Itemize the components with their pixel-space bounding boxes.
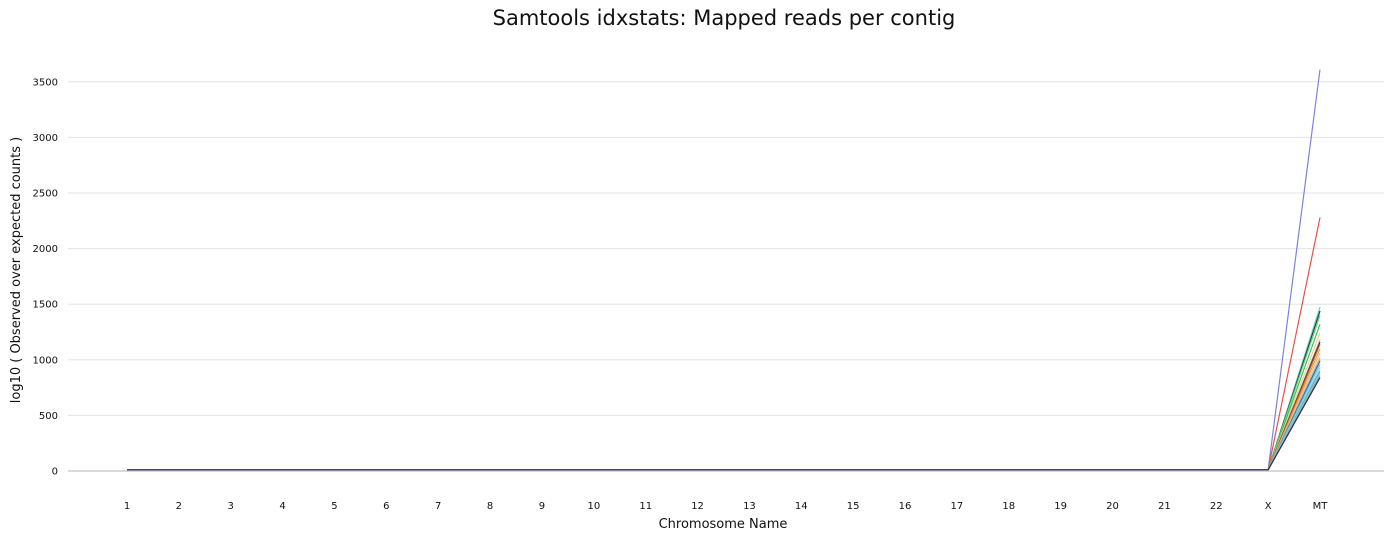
series-line: [127, 367, 1321, 471]
x-tick-label: 17: [951, 501, 964, 512]
y-tick-label: 3000: [33, 133, 58, 144]
x-tick-label: 10: [587, 501, 600, 512]
y-axis-label: log10 ( Observed over expected counts ): [9, 137, 24, 404]
x-tick-label: 6: [383, 501, 389, 512]
series-line: [127, 69, 1321, 471]
series-line: [127, 343, 1321, 471]
x-axis-label: Chromosome Name: [659, 517, 788, 532]
series-line: [127, 363, 1321, 471]
series-line: [127, 341, 1321, 471]
x-tick-label: 14: [795, 501, 808, 512]
series-line: [127, 357, 1321, 471]
x-tick-label: 20: [1106, 501, 1119, 512]
series-line: [127, 306, 1321, 471]
x-tick-label: 2: [176, 501, 182, 512]
series-line: [127, 217, 1321, 471]
x-tick-label: 8: [487, 501, 493, 512]
series-line: [127, 375, 1321, 471]
x-tick-label: MT: [1313, 501, 1329, 512]
chart-title: Samtools idxstats: Mapped reads per cont…: [492, 6, 956, 30]
x-tick-label: 19: [1054, 501, 1067, 512]
x-tick-label: 5: [331, 501, 337, 512]
series-lines: [127, 69, 1321, 471]
y-tick-label: 1000: [33, 355, 58, 366]
x-tick-label: 7: [435, 501, 441, 512]
series-line: [127, 372, 1321, 471]
y-tick-label: 500: [39, 411, 58, 422]
series-line: [127, 310, 1321, 471]
x-tick-label: 15: [847, 501, 860, 512]
x-tick-label: 16: [899, 501, 912, 512]
y-tick-labels: 0 500 1000 1500 2000 2500 3000 3500: [33, 77, 58, 477]
x-tick-label: 12: [691, 501, 704, 512]
series-line: [127, 370, 1321, 471]
x-tick-label: 13: [743, 501, 756, 512]
series-line: [127, 348, 1321, 471]
x-tick-label: 4: [279, 501, 285, 512]
series-line: [127, 332, 1321, 471]
series-line: [127, 310, 1321, 471]
grid-lines: [68, 81, 1384, 472]
x-tick-label: 1: [124, 501, 130, 512]
series-line: [127, 377, 1321, 471]
y-tick-label: 3500: [33, 77, 58, 88]
y-tick-label: 2000: [33, 244, 58, 255]
x-tick-label: 21: [1158, 501, 1171, 512]
x-tick-label: 11: [639, 501, 652, 512]
y-tick-label: 2500: [33, 189, 58, 200]
series-line: [127, 315, 1321, 471]
y-tick-label: 1500: [33, 300, 58, 311]
x-tick-labels: 1 2 3 4 5 6 7 8 9 10 11 12 13 14 15 16 17 18 19 20 21 22 X MT: [124, 501, 1328, 512]
y-tick-label: 0: [52, 467, 58, 478]
x-tick-label: 9: [539, 501, 545, 512]
x-tick-label: 22: [1210, 501, 1223, 512]
x-tick-label: X: [1265, 501, 1272, 512]
series-line: [127, 352, 1321, 471]
x-tick-label: 3: [228, 501, 234, 512]
x-tick-label: 18: [1002, 501, 1015, 512]
series-line: [127, 359, 1321, 471]
series-line: [127, 323, 1321, 471]
